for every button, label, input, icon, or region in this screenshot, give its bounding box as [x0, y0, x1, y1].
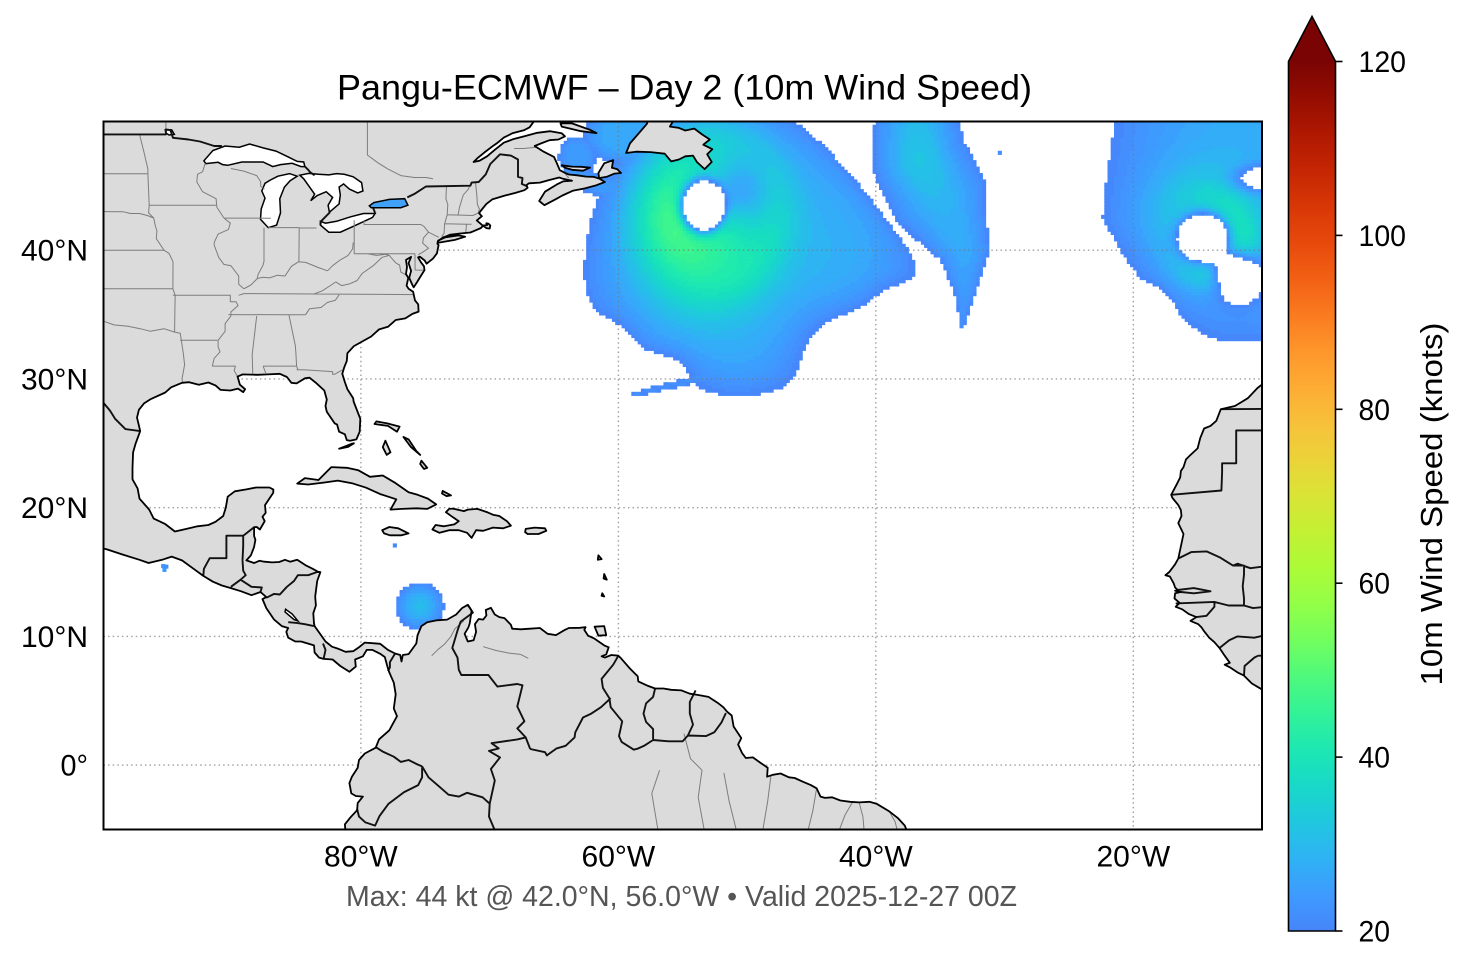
svg-text:20°W: 20°W: [1096, 841, 1170, 874]
svg-text:40°W: 40°W: [839, 841, 913, 874]
svg-text:80: 80: [1359, 394, 1391, 427]
svg-text:40: 40: [1359, 742, 1391, 775]
svg-text:80°W: 80°W: [324, 841, 398, 874]
svg-text:Pangu-ECMWF – Day 2 (10m Wind: Pangu-ECMWF – Day 2 (10m Wind Speed): [337, 69, 1032, 108]
svg-text:Max: 44 kt @ 42.0°N, 56.0°W •: Max: 44 kt @ 42.0°N, 56.0°W • Valid 2025…: [346, 881, 1017, 913]
svg-text:40°N: 40°N: [21, 235, 88, 268]
svg-text:10°N: 10°N: [21, 621, 88, 654]
svg-text:0°: 0°: [61, 750, 89, 783]
svg-text:20: 20: [1359, 916, 1391, 949]
svg-text:20°N: 20°N: [21, 492, 88, 525]
svg-text:120: 120: [1359, 46, 1407, 79]
svg-text:60: 60: [1359, 568, 1391, 601]
svg-text:30°N: 30°N: [21, 363, 88, 396]
svg-text:10m Wind Speed (knots): 10m Wind Speed (knots): [1414, 323, 1449, 686]
svg-text:60°W: 60°W: [582, 841, 656, 874]
svg-text:100: 100: [1359, 220, 1407, 253]
